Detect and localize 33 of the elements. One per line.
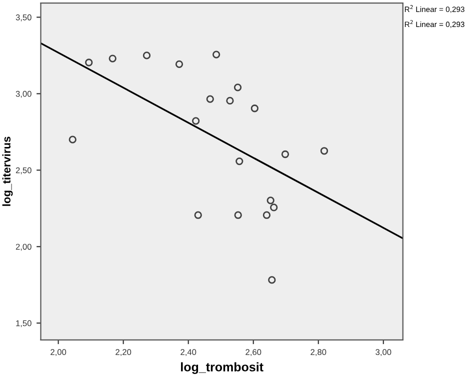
point xyxy=(226,96,234,105)
point xyxy=(270,204,278,212)
point xyxy=(206,95,214,103)
x-tick-label: 3,00 xyxy=(376,349,392,356)
point xyxy=(262,211,271,219)
point xyxy=(212,50,220,58)
y-tick-label: 3,50 xyxy=(16,14,32,22)
y-tick-label: 2,00 xyxy=(16,244,32,251)
point xyxy=(320,147,328,155)
y-tick-label: 1,50 xyxy=(16,320,32,328)
x-tick-label: 2,40 xyxy=(180,349,196,356)
point xyxy=(234,211,242,219)
point xyxy=(236,157,244,166)
point xyxy=(192,117,200,125)
point xyxy=(268,276,276,284)
x-axis-title: log_trombosit xyxy=(181,362,264,374)
point xyxy=(142,52,151,60)
x-tick-label: 2,20 xyxy=(116,349,132,356)
point xyxy=(281,150,290,158)
point xyxy=(68,136,76,144)
point xyxy=(175,60,184,68)
y-axis-title: log_titervirus xyxy=(2,136,13,206)
x-tick-label: 2,80 xyxy=(310,349,326,356)
point xyxy=(234,84,242,92)
point xyxy=(194,211,202,219)
point xyxy=(266,196,274,204)
y-tick-label: 3,00 xyxy=(16,90,32,98)
x-tick-label: 2,00 xyxy=(50,349,66,356)
point xyxy=(85,58,93,66)
point xyxy=(108,54,116,62)
x-tick-label: 2,60 xyxy=(246,349,262,356)
point xyxy=(250,104,258,112)
y-tick-label: 2,50 xyxy=(16,167,32,174)
